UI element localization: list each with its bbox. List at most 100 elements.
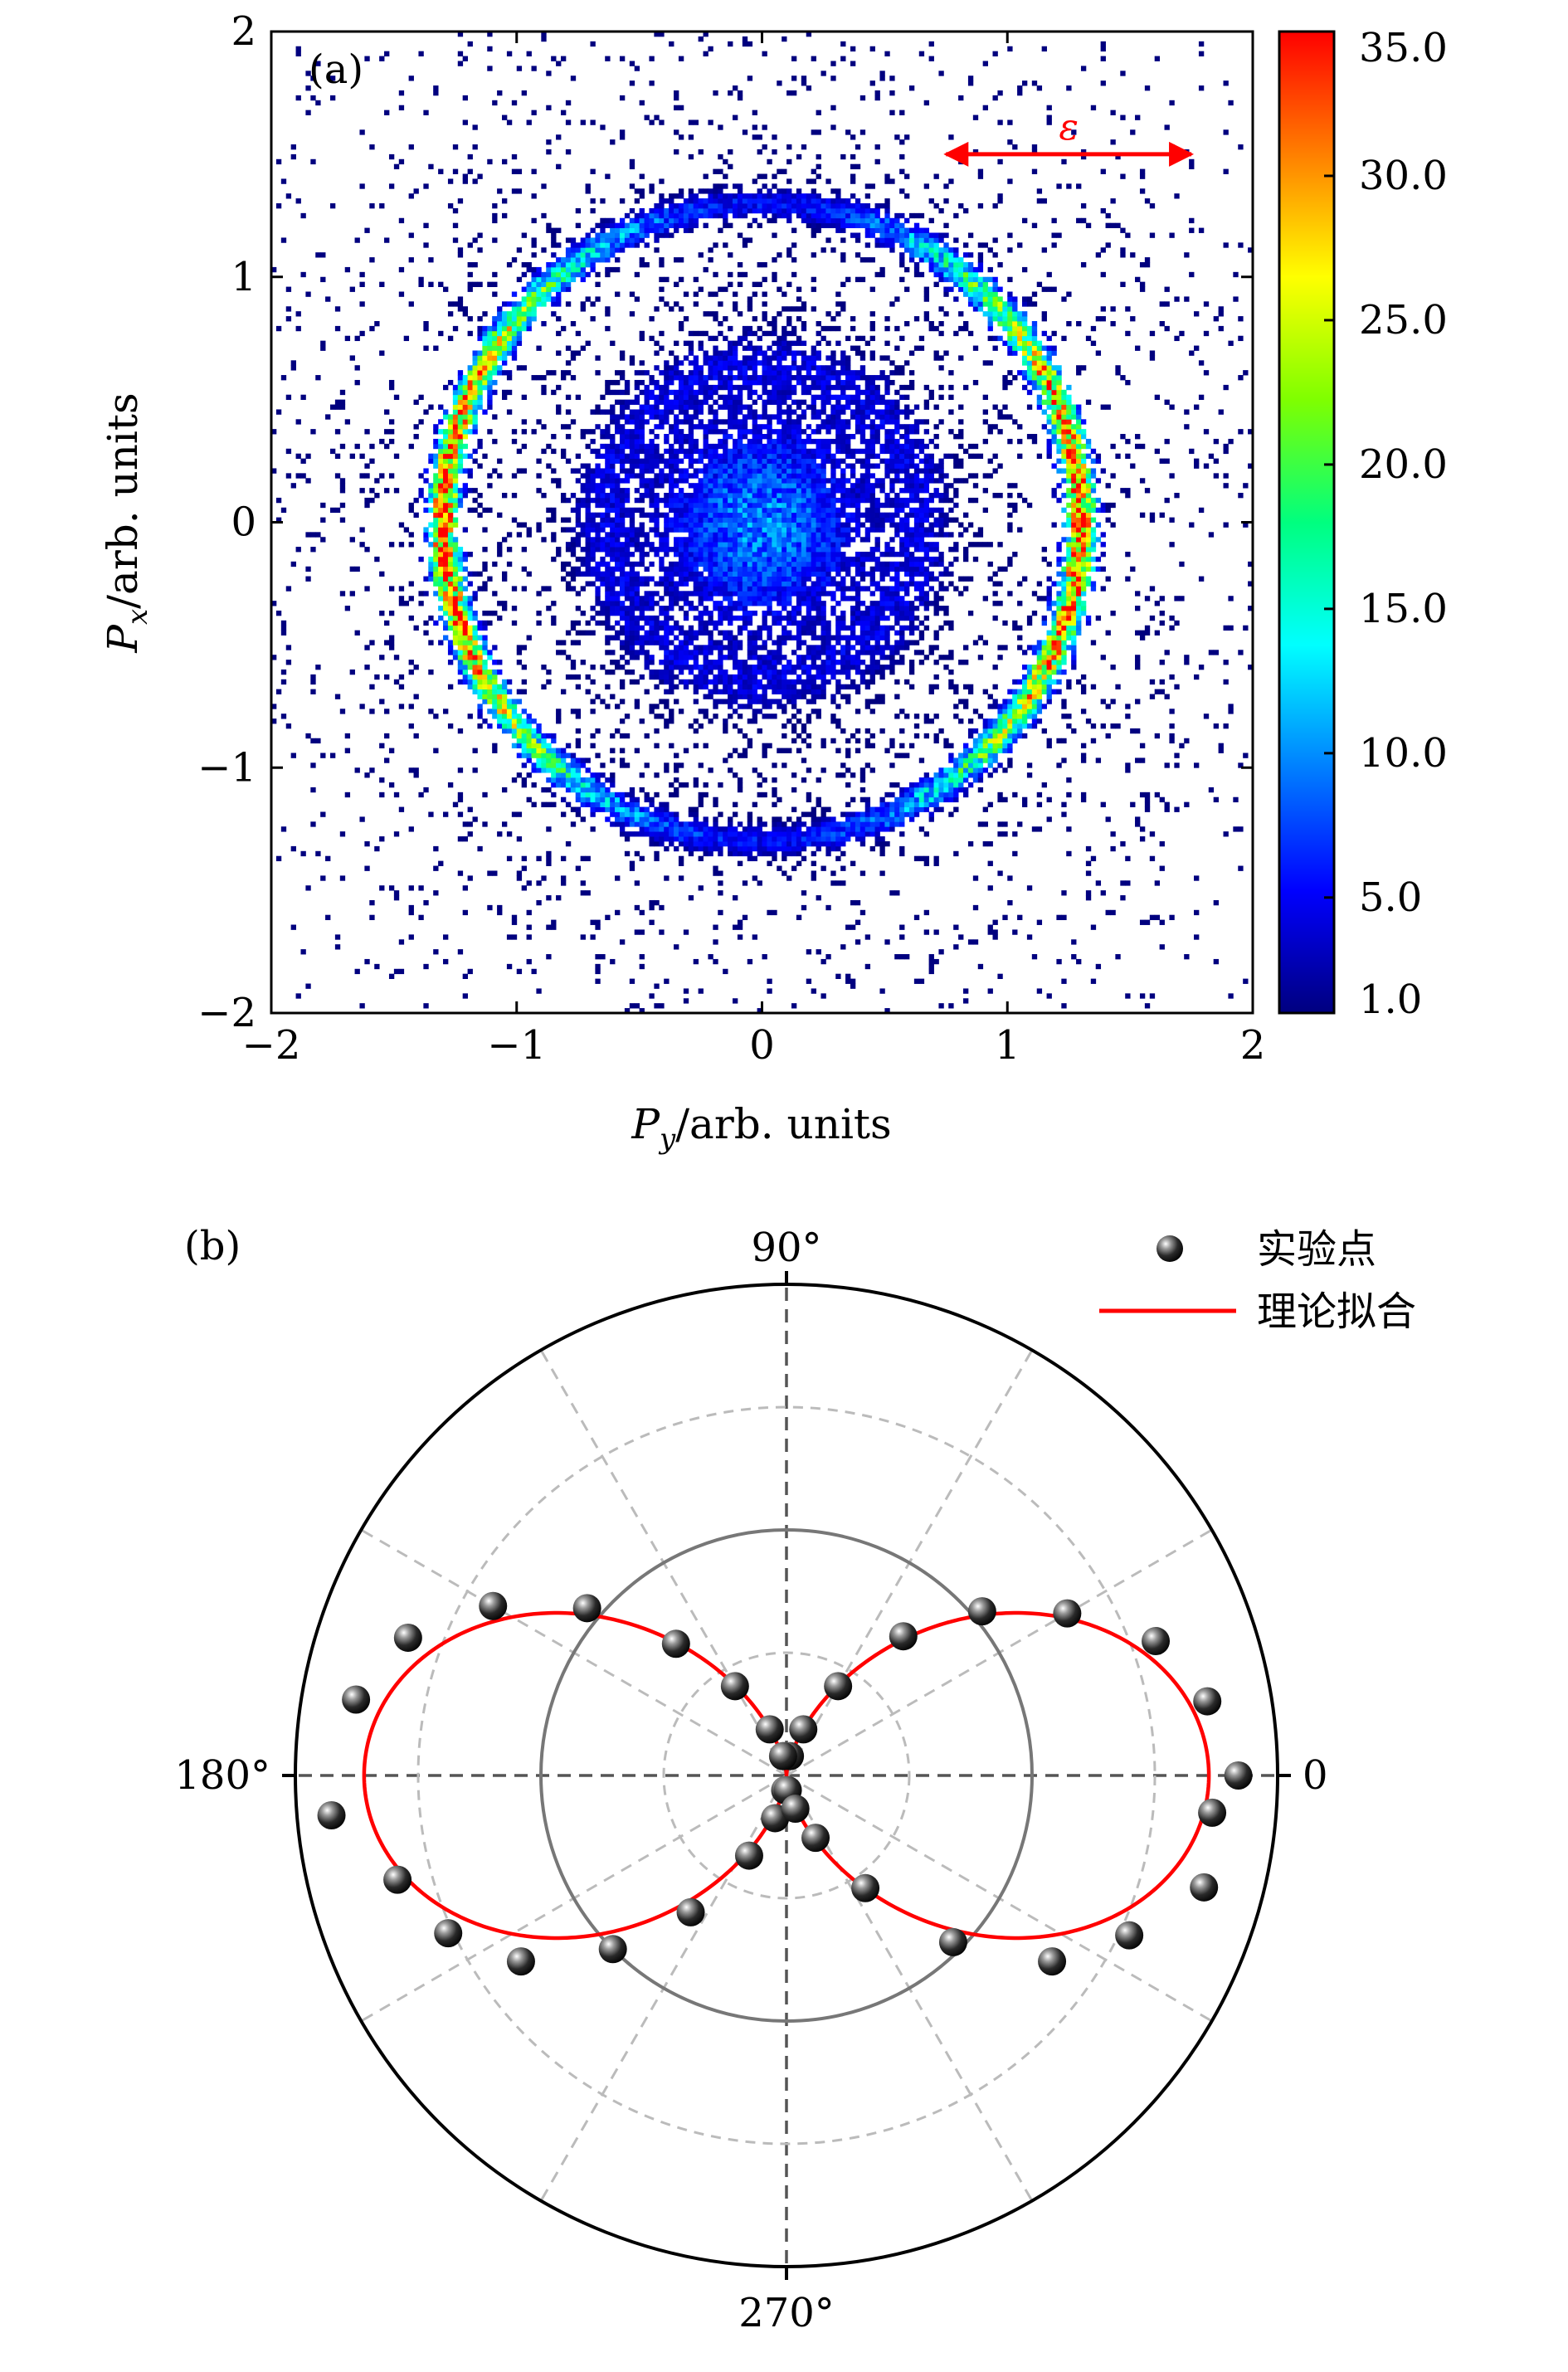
heatmap-cell: [767, 463, 772, 469]
heatmap-cell: [374, 963, 380, 970]
heatmap-cell: [290, 365, 296, 371]
heatmap-cell: [782, 448, 787, 455]
heatmap-cell: [570, 237, 577, 243]
heatmap-cell: [723, 198, 728, 204]
heatmap-cell: [423, 963, 429, 970]
heatmap-cell: [457, 379, 464, 386]
heatmap-cell: [310, 679, 316, 685]
heatmap-cell: [565, 801, 572, 807]
heatmap-cell: [693, 330, 699, 337]
heatmap-cell: [565, 370, 572, 376]
heatmap-cell: [452, 458, 459, 464]
heatmap-cell: [502, 212, 508, 219]
heatmap-cell: [698, 448, 704, 455]
heatmap-cell: [438, 581, 444, 587]
heatmap-cell: [703, 650, 709, 655]
heatmap-cell: [472, 281, 478, 287]
heatmap-cell: [521, 743, 527, 748]
heatmap-cell: [438, 507, 444, 514]
heatmap-cell: [777, 561, 782, 567]
heatmap-cell: [644, 537, 650, 543]
heatmap-cell: [762, 463, 767, 469]
heatmap-cell: [654, 434, 660, 440]
heatmap-cell: [718, 640, 723, 645]
heatmap-cell: [708, 409, 713, 415]
heatmap-cell: [664, 399, 670, 405]
heatmap-cell: [777, 365, 782, 371]
heatmap-cell: [718, 488, 723, 494]
heatmap-cell: [462, 606, 468, 611]
heatmap-cell: [674, 645, 679, 650]
heatmap-cell: [526, 796, 532, 803]
heatmap-cell: [560, 325, 567, 332]
heatmap-cell: [487, 399, 493, 405]
heatmap-cell: [546, 286, 552, 292]
heatmap-cell: [629, 625, 635, 631]
heatmap-cell: [728, 581, 733, 587]
heatmap-cell: [654, 674, 660, 680]
heatmap-cell: [708, 836, 713, 842]
heatmap-cell: [482, 355, 488, 361]
heatmap-cell: [472, 625, 478, 631]
heatmap-cell: [777, 463, 782, 469]
heatmap-cell: [654, 640, 660, 645]
heatmap-cell: [438, 532, 444, 538]
heatmap-cell: [752, 532, 757, 538]
heatmap-cell: [733, 399, 738, 405]
heatmap-cell: [708, 566, 713, 572]
heatmap-cell: [580, 556, 586, 563]
heatmap-cell: [575, 630, 582, 636]
heatmap-cell: [708, 522, 713, 528]
heatmap-cell: [452, 596, 459, 602]
heatmap-cell: [443, 620, 449, 626]
heatmap-cell: [580, 571, 586, 577]
heatmap-cell: [678, 207, 684, 214]
heatmap-cell: [605, 384, 611, 391]
heatmap-cell: [683, 630, 689, 636]
heatmap-cell: [786, 831, 792, 837]
heatmap-cell: [511, 257, 518, 263]
heatmap-cell: [452, 424, 459, 430]
heatmap-cell: [482, 699, 488, 704]
heatmap-cell: [644, 796, 650, 803]
heatmap-cell: [329, 507, 336, 514]
heatmap-cell: [723, 610, 728, 616]
heatmap-cell: [497, 370, 503, 376]
heatmap-cell: [703, 831, 709, 837]
heatmap-cell: [467, 831, 473, 837]
heatmap-cell: [782, 458, 787, 464]
heatmap-cell: [644, 232, 650, 238]
heatmap-cell: [649, 542, 655, 548]
heatmap-cell: [477, 360, 483, 366]
heatmap-cell: [462, 419, 468, 425]
heatmap-cell: [644, 811, 650, 817]
heatmap-cell: [772, 497, 777, 504]
heatmap-cell: [777, 507, 782, 514]
heatmap-cell: [619, 601, 626, 606]
heatmap-cell: [782, 762, 787, 768]
heatmap-cell: [688, 556, 694, 563]
heatmap-cell: [639, 360, 645, 366]
heatmap-cell: [654, 806, 660, 812]
heatmap-cell: [786, 522, 792, 528]
heatmap-cell: [624, 551, 631, 558]
heatmap-cell: [457, 811, 464, 817]
heatmap-cell: [723, 586, 728, 592]
heatmap-cell: [782, 870, 787, 876]
heatmap-cell: [634, 880, 640, 886]
heatmap-cell: [708, 576, 713, 582]
heatmap-cell: [590, 316, 596, 322]
heatmap-cell: [777, 581, 782, 587]
heatmap-cell: [674, 502, 679, 509]
heatmap-cell: [664, 811, 670, 817]
heatmap-cell: [477, 330, 483, 337]
heatmap-cell: [615, 222, 621, 229]
heatmap-cell: [575, 556, 582, 563]
heatmap-cell: [669, 517, 674, 523]
heatmap-cell: [782, 453, 787, 460]
heatmap-cell: [659, 1003, 665, 1009]
heatmap-cell: [688, 350, 694, 356]
heatmap-cell: [728, 566, 733, 572]
heatmap-cell: [610, 419, 616, 425]
heatmap-cell: [659, 330, 665, 337]
